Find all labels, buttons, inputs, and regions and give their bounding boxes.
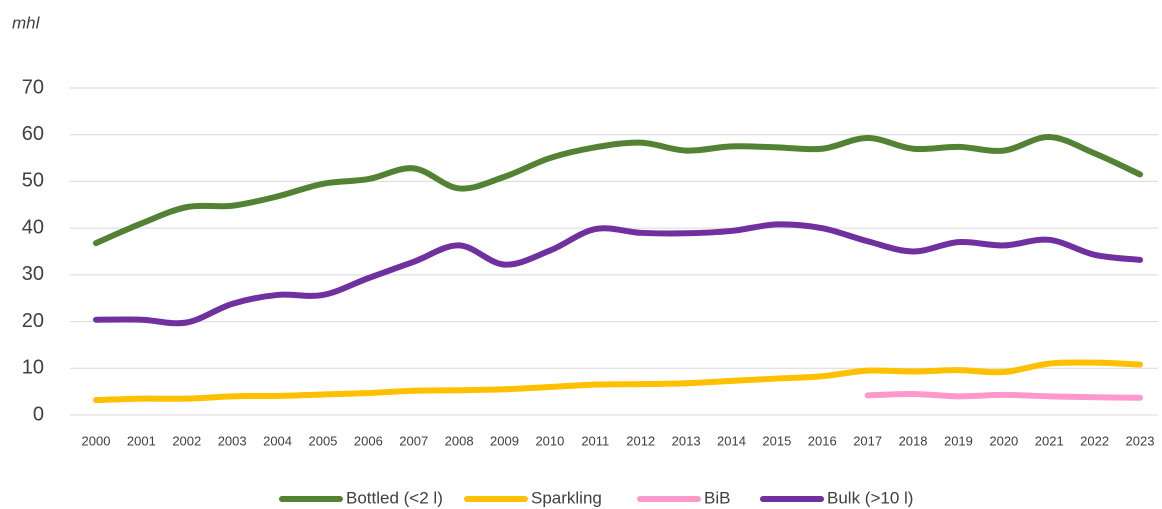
series-line xyxy=(93,359,1143,404)
series-line xyxy=(864,390,1143,401)
legend-label: Bulk (>10 l) xyxy=(827,488,913,507)
x-tick-label: 2000 xyxy=(82,433,111,448)
x-tick-label: 2011 xyxy=(581,433,609,448)
x-tick-label: 2012 xyxy=(626,433,655,448)
y-tick-label: 20 xyxy=(22,310,44,332)
x-tick-label: 2019 xyxy=(944,433,973,448)
y-tick-label: 30 xyxy=(22,263,44,285)
y-axis-label: mhl xyxy=(12,13,41,32)
series-line xyxy=(93,134,1143,247)
x-tick-label: 2009 xyxy=(490,433,519,448)
x-tick-label: 2018 xyxy=(899,433,928,448)
x-tick-label: 2023 xyxy=(1126,433,1155,448)
x-tick-label: 2004 xyxy=(263,433,292,448)
y-tick-label: 40 xyxy=(22,216,44,238)
y-tick-label: 50 xyxy=(22,170,44,192)
x-tick-label: 2016 xyxy=(808,433,837,448)
x-tick-label: 2008 xyxy=(445,433,474,448)
x-tick-label: 2013 xyxy=(672,433,701,448)
x-tick-label: 2021 xyxy=(1035,433,1064,448)
x-tick-label: 2014 xyxy=(717,433,746,448)
x-tick-label: 2002 xyxy=(172,433,201,448)
x-tick-label: 2007 xyxy=(399,433,428,448)
x-tick-label: 2001 xyxy=(127,433,156,448)
x-tick-label: 2010 xyxy=(535,433,564,448)
legend-label: BiB xyxy=(704,488,730,507)
x-tick-label: 2003 xyxy=(218,433,247,448)
y-tick-label: 70 xyxy=(22,76,44,98)
y-tick-label: 60 xyxy=(22,123,44,145)
y-tick-label: 0 xyxy=(33,403,44,425)
x-tick-label: 2015 xyxy=(762,433,791,448)
x-tick-label: 2017 xyxy=(853,433,882,448)
x-tick-label: 2005 xyxy=(308,433,337,448)
y-tick-label: 10 xyxy=(22,357,44,379)
legend-label: Sparkling xyxy=(531,488,602,507)
x-tick-label: 2022 xyxy=(1080,433,1109,448)
x-tick-label: 2006 xyxy=(354,433,383,448)
x-tick-label: 2020 xyxy=(989,433,1018,448)
legend-label: Bottled (<2 l) xyxy=(346,488,443,507)
series-line xyxy=(93,221,1143,327)
